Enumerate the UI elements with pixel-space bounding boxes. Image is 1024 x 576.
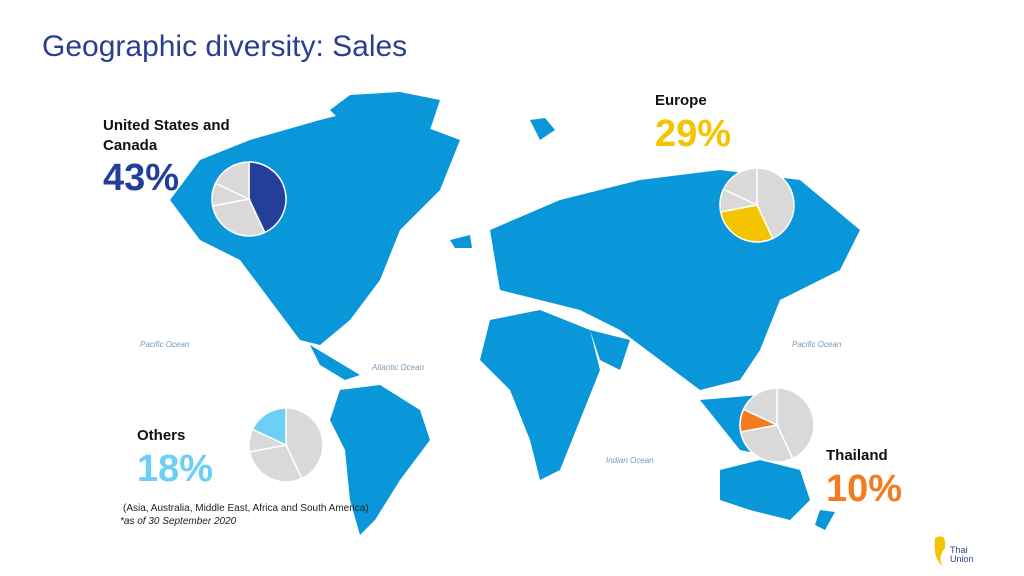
- pie-slice: [211, 198, 266, 237]
- region-share: 10%: [826, 468, 903, 510]
- ocean-label: Pacific Ocean: [792, 340, 842, 349]
- pie-slice: [251, 407, 287, 447]
- region-share: 29%: [655, 113, 732, 155]
- ocean-label: Pacific Ocean: [140, 340, 190, 349]
- region-name: Others: [137, 427, 186, 444]
- pie-slice: [742, 387, 778, 427]
- pie-slice: [776, 387, 815, 460]
- others-note: (Asia, Australia, Middle East, Africa an…: [123, 503, 369, 514]
- footnote: *as of 30 September 2020: [120, 516, 237, 527]
- logo: Thai Union: [950, 545, 974, 564]
- pie-slice: [285, 407, 324, 480]
- pies: [211, 161, 815, 483]
- logo-mark: [934, 536, 946, 566]
- ocean-label: Atlantic Ocean: [371, 363, 425, 372]
- pie-slice: [756, 167, 795, 240]
- region-name: Thailand: [826, 447, 888, 464]
- pie-slice: [214, 161, 250, 201]
- region-name: United States and Canada: [103, 117, 230, 154]
- pie-slice: [248, 161, 287, 234]
- ocean-label: Indian Ocean: [606, 456, 654, 465]
- region-share: 18%: [137, 448, 214, 490]
- region-share: 43%: [103, 157, 180, 199]
- pie-slice: [719, 204, 774, 243]
- pie-slice: [739, 424, 794, 463]
- title: Geographic diversity: Sales: [42, 30, 408, 63]
- pie-slice: [248, 444, 303, 483]
- region-name: Europe: [655, 92, 707, 109]
- pie-slice: [722, 167, 758, 207]
